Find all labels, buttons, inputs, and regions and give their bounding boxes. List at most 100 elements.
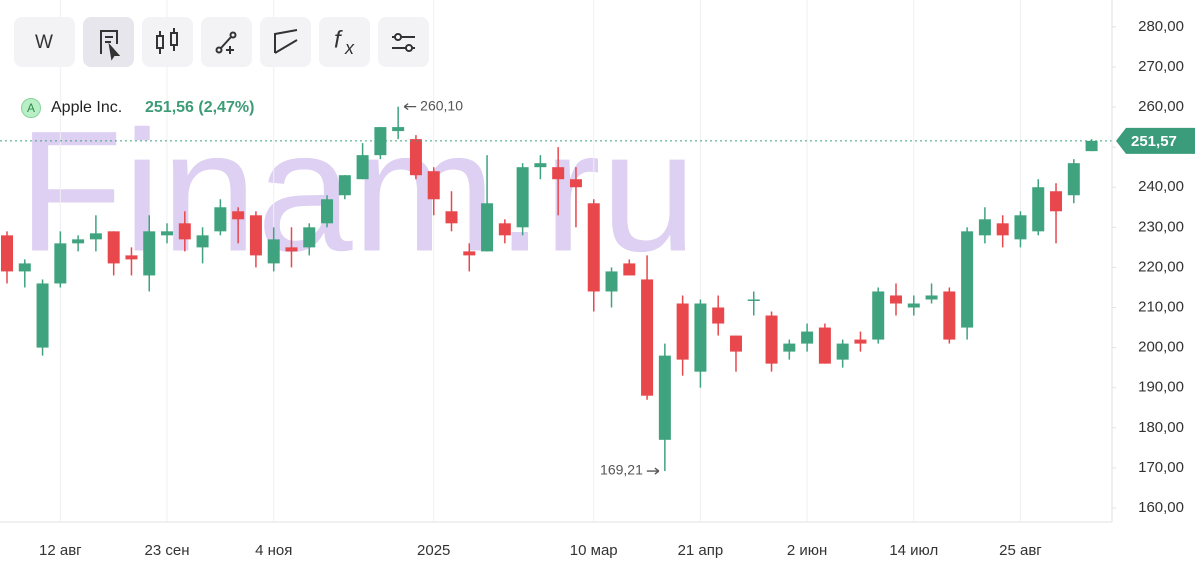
y-tick-label: 200,00 xyxy=(1138,339,1184,356)
y-tick-label: 180,00 xyxy=(1138,419,1184,436)
candle-body xyxy=(996,223,1009,236)
formula-f: f xyxy=(334,26,343,53)
x-tick-label: 23 сен xyxy=(145,542,190,559)
x-tick-label: 10 мар xyxy=(570,542,618,559)
candle-body xyxy=(641,279,654,396)
legend-price: 251,56 (2,47%) xyxy=(145,99,254,116)
annotation-label: 169,21 xyxy=(600,462,643,478)
candle-body xyxy=(712,307,725,324)
candle-body xyxy=(569,179,582,188)
draw-line-icon xyxy=(215,31,237,54)
candle-body xyxy=(890,295,902,304)
candle-body xyxy=(801,331,814,344)
interval-label: W xyxy=(35,32,53,53)
formula-x: x xyxy=(344,38,355,58)
candle-body xyxy=(1067,163,1080,196)
y-tick-label: 170,00 xyxy=(1138,459,1184,476)
legend-icon: A xyxy=(27,101,35,115)
candle-body xyxy=(1,235,13,272)
candle-body xyxy=(285,247,298,252)
candle-body xyxy=(463,251,476,256)
candle-body xyxy=(321,199,334,224)
candle-body xyxy=(765,315,778,364)
candle-body xyxy=(249,215,262,256)
draw-channel-button[interactable] xyxy=(260,17,311,67)
candle-body xyxy=(978,219,991,236)
candle-body xyxy=(1085,140,1098,152)
candle-body xyxy=(178,223,191,240)
y-tick-label: 210,00 xyxy=(1138,298,1184,315)
candle-body xyxy=(605,271,618,292)
plot: 12 авг 23 сен 4 ноя 2025 10 мар 21 апр 2 июн 14… xyxy=(0,0,1195,559)
candle-body xyxy=(658,355,671,440)
x-tick-label: 4 ноя xyxy=(255,542,292,559)
annotation-label: 260,10 xyxy=(420,97,463,113)
y-tick-label: 280,00 xyxy=(1138,18,1184,35)
x-tick-label: 2 июн xyxy=(787,542,827,559)
candle-body xyxy=(196,235,209,248)
indicators-button[interactable] xyxy=(319,17,370,67)
candle-body xyxy=(587,203,600,292)
last-price-tag xyxy=(1116,127,1195,154)
candle-body xyxy=(498,223,511,236)
y-tick-label: 260,00 xyxy=(1138,98,1184,115)
y-tick-label: 240,00 xyxy=(1138,178,1184,195)
notes-icon xyxy=(100,30,121,61)
candle-body xyxy=(409,139,422,176)
candle-body xyxy=(534,163,547,168)
candles-button[interactable] xyxy=(142,17,193,67)
candle-body xyxy=(161,231,174,236)
legend-name: Apple Inc. xyxy=(51,99,122,116)
candle-body xyxy=(54,243,67,284)
x-tick-label: 25 авг xyxy=(999,542,1042,559)
y-tick-label: 270,00 xyxy=(1138,58,1184,75)
candle-body xyxy=(445,211,458,224)
candle-body xyxy=(125,255,138,260)
settings-button[interactable] xyxy=(378,17,429,67)
candle-body xyxy=(907,303,920,308)
candle-body xyxy=(1014,215,1027,240)
candle-body xyxy=(214,207,227,232)
legend-icon-badge xyxy=(21,98,41,118)
candle-body xyxy=(427,171,440,200)
candle-body xyxy=(267,239,280,264)
last-price-label: 251,57 xyxy=(1131,133,1177,150)
toolbar: W f x xyxy=(14,17,429,67)
y-tick-label: 230,00 xyxy=(1138,218,1184,235)
candle-body xyxy=(18,263,31,272)
candle-body xyxy=(818,327,831,364)
interval-button[interactable] xyxy=(14,17,75,67)
candle-body xyxy=(481,203,494,252)
candle-body xyxy=(836,343,849,360)
candle-body xyxy=(729,335,742,352)
candle-body xyxy=(943,291,956,340)
y-tick-label: 190,00 xyxy=(1138,379,1184,396)
candles-icon xyxy=(156,28,178,54)
x-tick-label: 21 апр xyxy=(678,542,724,559)
candle-body xyxy=(747,299,760,301)
y-tick-label: 220,00 xyxy=(1138,258,1184,275)
candle-body xyxy=(552,167,565,180)
draw-channel-icon xyxy=(274,29,298,54)
candle-body xyxy=(925,295,938,300)
candle-body xyxy=(72,239,85,244)
candle-body xyxy=(232,211,245,220)
candle-body xyxy=(516,167,529,228)
x-tick-label: 12 авг xyxy=(39,542,82,559)
candle-body xyxy=(676,303,689,360)
candle-body xyxy=(338,175,351,196)
x-tick-label: 14 июл xyxy=(889,542,938,559)
annotation-arrow xyxy=(403,103,417,111)
candle-body xyxy=(872,291,885,340)
candle-body xyxy=(303,227,316,248)
candle-body xyxy=(623,263,636,276)
settings-icon xyxy=(392,33,415,52)
candle-body xyxy=(783,343,796,352)
candle-body xyxy=(694,303,707,372)
candle-body xyxy=(961,231,974,328)
candle-body xyxy=(143,231,156,276)
candle-body xyxy=(854,339,867,344)
candle-body xyxy=(36,283,49,348)
